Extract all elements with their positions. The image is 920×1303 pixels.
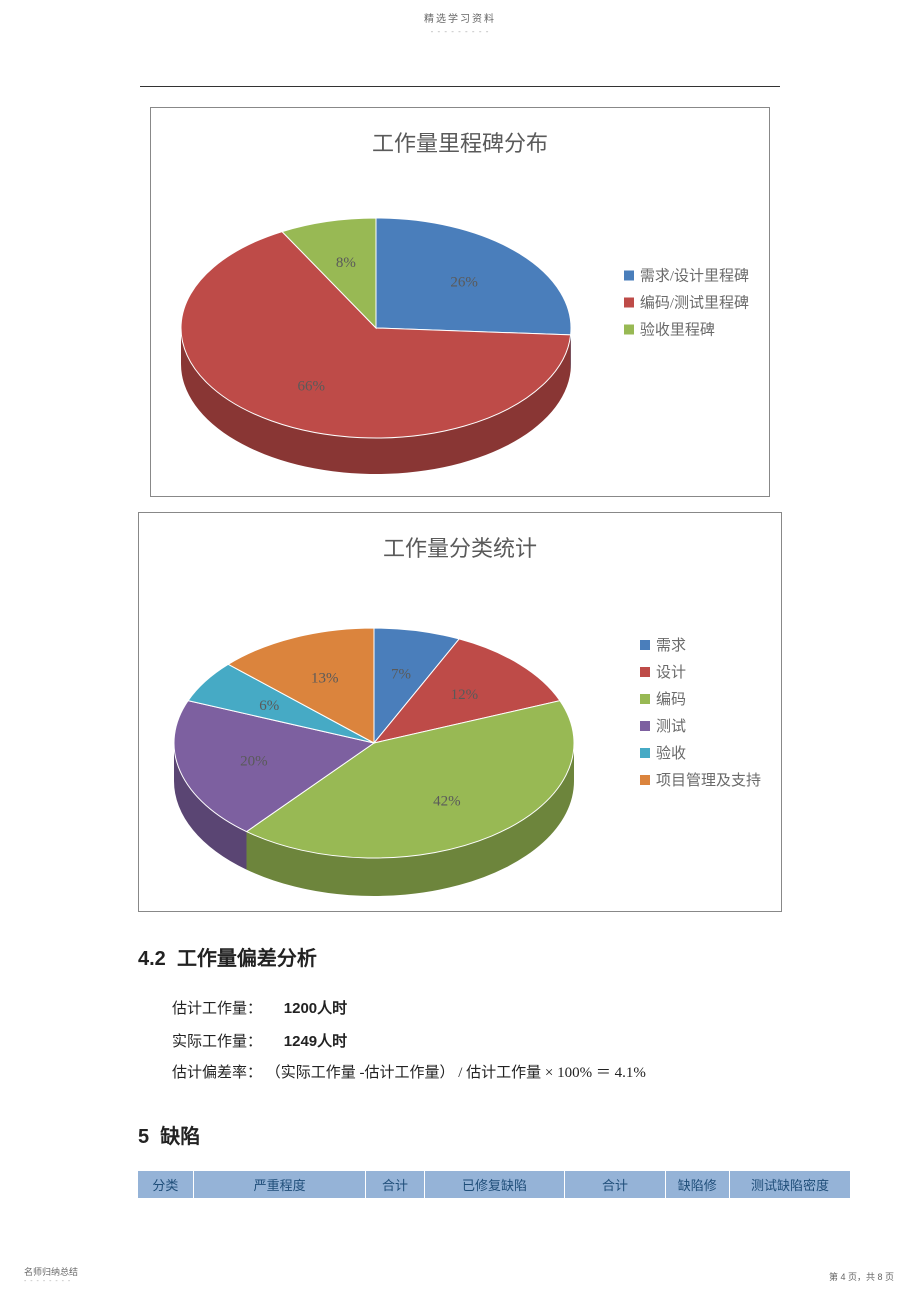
legend-item: 测试 (640, 715, 761, 736)
legend-label: 设计 (656, 661, 686, 682)
legend-item: 需求/设计里程碑 (624, 265, 749, 286)
slice-label: 20% (240, 754, 268, 770)
legend-swatch (640, 748, 650, 758)
slice-label: 66% (297, 379, 325, 395)
chart1-legend: 需求/设计里程碑编码/测试里程碑验收里程碑 (624, 259, 749, 346)
legend-swatch (640, 667, 650, 677)
page-header: 精选学习资料 - - - - - - - - - (0, 0, 920, 36)
heading-num: 4.2 (138, 948, 166, 970)
slice-label: 42% (433, 794, 461, 810)
header-dashes: - - - - - - - - - (0, 27, 920, 36)
footer-left-dashes: - - - - - - - - (24, 1278, 78, 1285)
legend-item: 验收里程碑 (624, 319, 749, 340)
chart2-title: 工作量分类统计 (139, 531, 781, 563)
legend-swatch (624, 324, 634, 334)
est-value: 1200人时 (284, 1000, 347, 1017)
legend-label: 编码/测试里程碑 (640, 292, 749, 313)
est-line: 估计工作量： 1200人时 (172, 993, 780, 1026)
divider (140, 86, 780, 87)
legend-item: 编码/测试里程碑 (624, 292, 749, 313)
slice-label: 12% (451, 687, 479, 703)
chart1-title: 工作量里程碑分布 (151, 126, 769, 158)
heading-num-5: 5 (138, 1126, 149, 1148)
dev-line: 估计偏差率： （实际工作量 -估计工作量） / 估计工作量 × 100% ＝ 4… (172, 1058, 780, 1090)
legend-label: 需求/设计里程碑 (640, 265, 749, 286)
table-header-row: 分类严重程度合计已修复缺陷合计缺陷修测试缺陷密度 (138, 1171, 850, 1198)
section-5-heading: 5 缺陷 (138, 1120, 920, 1149)
dev-label: 估计偏差率： (172, 1065, 262, 1081)
legend-swatch (640, 694, 650, 704)
legend-item: 编码 (640, 688, 761, 709)
heading-text-5: 缺陷 (160, 1126, 200, 1148)
slice-label: 13% (311, 671, 339, 687)
chart2-pie: 7% 12% 42% 20% 6% 13% (164, 593, 604, 918)
table-header-cell: 已修复缺陷 (424, 1171, 565, 1198)
legend-label: 验收里程碑 (640, 319, 715, 340)
legend-item: 验收 (640, 742, 761, 763)
table-header-cell: 测试缺陷密度 (729, 1171, 850, 1198)
actual-line: 实际工作量： 1249人时 (172, 1026, 780, 1059)
footer-left: 名师归纳总结 - - - - - - - - (24, 1265, 78, 1285)
section-4-2-heading: 4.2 工作量偏差分析 (138, 942, 920, 971)
table-header-cell: 合计 (565, 1171, 665, 1198)
chart-category-stats: 工作量分类统计 7% 12% 42% 20% 6% 13% 需求设计编码测试验收项目管理及… (138, 512, 782, 912)
legend-label: 需求 (656, 634, 686, 655)
legend-swatch (640, 640, 650, 650)
chart2-legend: 需求设计编码测试验收项目管理及支持 (640, 628, 761, 796)
footer-right: 第 4 页，共 8 页 (829, 1270, 894, 1283)
table-header-cell: 缺陷修 (665, 1171, 729, 1198)
footer-left-text: 名师归纳总结 (24, 1265, 78, 1278)
table-header-cell: 合计 (366, 1171, 424, 1198)
est-label: 估计工作量： (172, 1001, 262, 1017)
slice-label: 26% (450, 274, 478, 290)
legend-label: 验收 (656, 742, 686, 763)
legend-label: 编码 (656, 688, 686, 709)
legend-swatch (624, 270, 634, 280)
heading-text: 工作量偏差分析 (177, 948, 317, 970)
legend-swatch (640, 721, 650, 731)
legend-label: 测试 (656, 715, 686, 736)
legend-item: 设计 (640, 661, 761, 682)
actual-value: 1249人时 (284, 1033, 347, 1050)
table-header-cell: 严重程度 (193, 1171, 366, 1198)
table-header-cell: 分类 (138, 1171, 193, 1198)
actual-label: 实际工作量： (172, 1034, 262, 1050)
chart1-pie: 26% 66% 8% (176, 188, 596, 493)
legend-item: 需求 (640, 634, 761, 655)
legend-item: 项目管理及支持 (640, 769, 761, 790)
slice-label: 7% (391, 666, 411, 682)
header-text: 精选学习资料 (0, 10, 920, 25)
dev-formula: （实际工作量 -估计工作量） / 估计工作量 × 100% ＝ 4.1% (266, 1065, 646, 1081)
slice-label: 8% (336, 255, 356, 271)
defect-table: 分类严重程度合计已修复缺陷合计缺陷修测试缺陷密度 (138, 1171, 850, 1198)
legend-swatch (624, 297, 634, 307)
deviation-analysis-body: 估计工作量： 1200人时 实际工作量： 1249人时 估计偏差率： （实际工作… (172, 993, 780, 1090)
slice-label: 6% (259, 698, 279, 714)
legend-label: 项目管理及支持 (656, 769, 761, 790)
legend-swatch (640, 775, 650, 785)
chart-milestone-distribution: 工作量里程碑分布 26% 66% 8% 需求/设计里程碑编码/测试里程碑验收里程碑 (150, 107, 770, 497)
